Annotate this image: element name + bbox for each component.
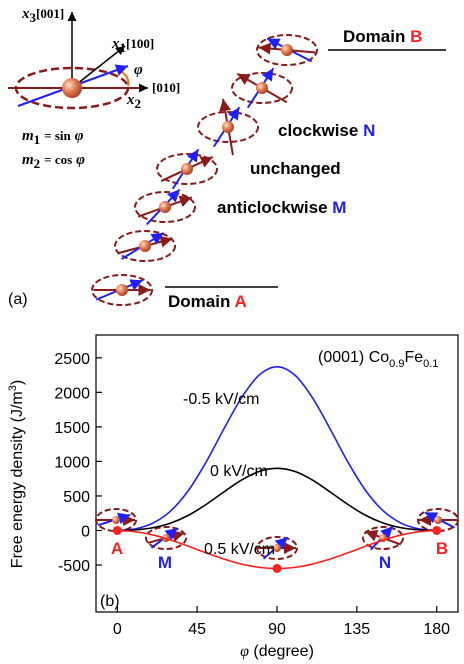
sphere — [222, 121, 234, 133]
orbit — [91, 274, 153, 306]
text: Domain — [168, 292, 230, 311]
x-tick-label: 135 — [344, 621, 371, 638]
series-line — [117, 467, 437, 532]
domain-label: Domain A — [168, 292, 247, 311]
orbit — [95, 508, 137, 532]
letter: B — [410, 27, 422, 46]
y-axis-label: Free energy density (J/m3) — [7, 380, 26, 568]
panel-label: (a) — [8, 291, 28, 308]
series-label: 0.5 kV/cm — [204, 541, 275, 558]
series-label: 0 kV/cm — [210, 463, 268, 480]
title-part: Fe — [404, 349, 423, 366]
angle: φ — [76, 152, 85, 168]
orbit — [256, 536, 298, 560]
state-label: anticlockwise M — [217, 198, 346, 217]
dir: [100] — [126, 36, 154, 51]
point-label: M — [158, 553, 172, 572]
sphere — [434, 516, 442, 524]
sphere — [159, 201, 171, 213]
label-part: Free energy density (J/m — [9, 391, 26, 568]
sub: 1 — [34, 132, 41, 147]
sub: 3 — [30, 10, 37, 25]
x-tick-label: 90 — [268, 621, 286, 638]
sub: 2 — [135, 96, 142, 111]
y-tick-label: 1500 — [54, 420, 90, 437]
series-label: -0.5 kV/cm — [183, 391, 259, 408]
series-line — [117, 365, 437, 532]
letter: N — [363, 121, 375, 140]
angle-label: φ — [134, 62, 143, 78]
sphere — [256, 82, 268, 94]
sphere — [273, 544, 281, 552]
panel-label: (b) — [100, 593, 120, 610]
chart-title: (0001) Co0.9Fe0.1 — [318, 349, 438, 370]
axis-label: x1[100] — [111, 36, 154, 55]
sphere — [62, 78, 82, 98]
axis-label: x3[001] — [21, 6, 64, 25]
dir: [010] — [152, 80, 180, 95]
title-part: (0001) Co — [318, 349, 389, 366]
equation: m1 = sin φ — [22, 128, 84, 147]
sphere — [281, 44, 293, 56]
label-part: (degree) — [249, 643, 314, 660]
marker — [272, 563, 282, 573]
y-tick-label: 0 — [81, 523, 90, 540]
x-tick-label: 180 — [423, 621, 450, 638]
title-sub: 0.1 — [423, 358, 438, 370]
y-tick-label: 2000 — [54, 385, 90, 402]
x-axis-label: φ (degree) — [240, 643, 314, 660]
y-tick-label: -500 — [58, 558, 90, 575]
letter: A — [234, 292, 246, 311]
y-tick-label: 1000 — [54, 454, 90, 471]
sphere — [112, 516, 120, 524]
chart: (0001) Co0.9Fe0.1 Free energy density (J… — [7, 334, 459, 660]
x-tick-label: 0 — [113, 621, 122, 638]
text: anticlockwise — [217, 198, 328, 217]
y-tick-label: 500 — [63, 489, 90, 506]
sphere — [116, 284, 128, 296]
point-label: B — [436, 539, 448, 558]
equation: m2 = cos φ — [22, 152, 85, 171]
var: m — [22, 128, 34, 144]
orbit — [114, 230, 176, 262]
text: clockwise — [278, 121, 358, 140]
rhs: = cos — [44, 152, 72, 167]
point-label: A — [111, 539, 123, 558]
title-sub: 0.9 — [389, 358, 404, 370]
label-part: φ — [240, 643, 249, 660]
axis-label: x2 — [126, 92, 141, 111]
rhs: = sin — [44, 128, 71, 143]
orbit — [145, 526, 187, 550]
var: x — [21, 6, 30, 22]
letter: M — [332, 198, 346, 217]
sphere — [181, 163, 193, 175]
state-label: clockwise N — [278, 121, 375, 140]
orbit — [256, 34, 318, 66]
marker — [432, 525, 442, 535]
marker — [112, 525, 122, 535]
label-part: ) — [9, 380, 26, 385]
var: m — [22, 152, 34, 168]
point-label: N — [379, 553, 391, 572]
orbit — [417, 508, 459, 532]
y-tick-label: 2500 — [54, 351, 90, 368]
var: x — [126, 92, 135, 108]
orbit — [134, 191, 196, 223]
sub: 2 — [34, 156, 41, 171]
angle: φ — [75, 128, 84, 144]
state-label: unchanged — [250, 159, 341, 178]
var: x — [111, 36, 120, 52]
domain-label: Domain B — [343, 27, 422, 46]
label-sup: 3 — [7, 385, 19, 391]
dir: [001] — [36, 6, 64, 21]
sub: 1 — [120, 40, 127, 55]
x-tick-label: 45 — [188, 621, 206, 638]
sphere — [139, 240, 151, 252]
angle-arc — [121, 71, 130, 87]
text: Domain — [343, 27, 405, 46]
axis-x1 — [71, 45, 126, 89]
diagram: x3[001] x1[100] x2 [010] φ m1 = sin φ m2 = … — [8, 6, 446, 311]
